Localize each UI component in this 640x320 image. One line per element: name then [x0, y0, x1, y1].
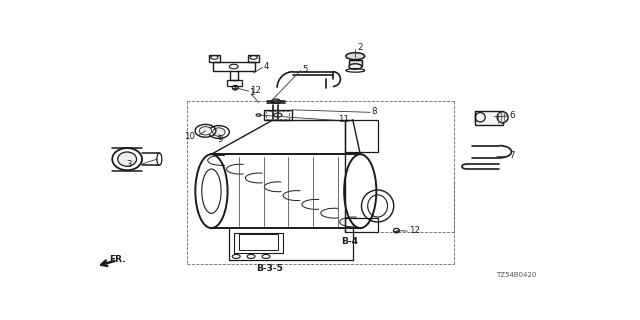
Ellipse shape	[118, 152, 136, 166]
Bar	[227, 80, 242, 86]
Bar	[213, 62, 255, 71]
Text: 8: 8	[372, 107, 377, 116]
Bar	[264, 110, 292, 120]
Text: 10: 10	[184, 132, 195, 141]
Ellipse shape	[346, 53, 365, 60]
Bar	[476, 111, 502, 124]
Ellipse shape	[199, 127, 212, 135]
Text: 1: 1	[250, 88, 255, 97]
Text: 9: 9	[217, 135, 223, 144]
Text: FR.: FR.	[109, 255, 125, 264]
Bar	[349, 60, 362, 67]
Ellipse shape	[212, 128, 225, 136]
Text: 11: 11	[338, 116, 349, 124]
Bar	[248, 55, 259, 62]
Bar	[266, 111, 289, 119]
Bar	[234, 233, 284, 253]
Bar	[346, 120, 378, 152]
Text: 6: 6	[509, 111, 515, 120]
Text: 7: 7	[509, 151, 515, 160]
Bar	[209, 55, 220, 62]
Text: 4: 4	[264, 62, 269, 71]
Text: B-3-5: B-3-5	[256, 264, 283, 273]
Ellipse shape	[349, 64, 362, 69]
Bar	[346, 218, 378, 232]
Bar	[239, 234, 278, 250]
Text: 12: 12	[409, 226, 420, 235]
Text: 3: 3	[127, 160, 132, 169]
Text: TZ54B0420: TZ54B0420	[495, 272, 536, 278]
Text: 5: 5	[302, 65, 308, 74]
Text: B-4: B-4	[341, 237, 358, 246]
Text: 12: 12	[250, 86, 261, 95]
Text: 2: 2	[358, 43, 364, 52]
Ellipse shape	[497, 112, 508, 123]
